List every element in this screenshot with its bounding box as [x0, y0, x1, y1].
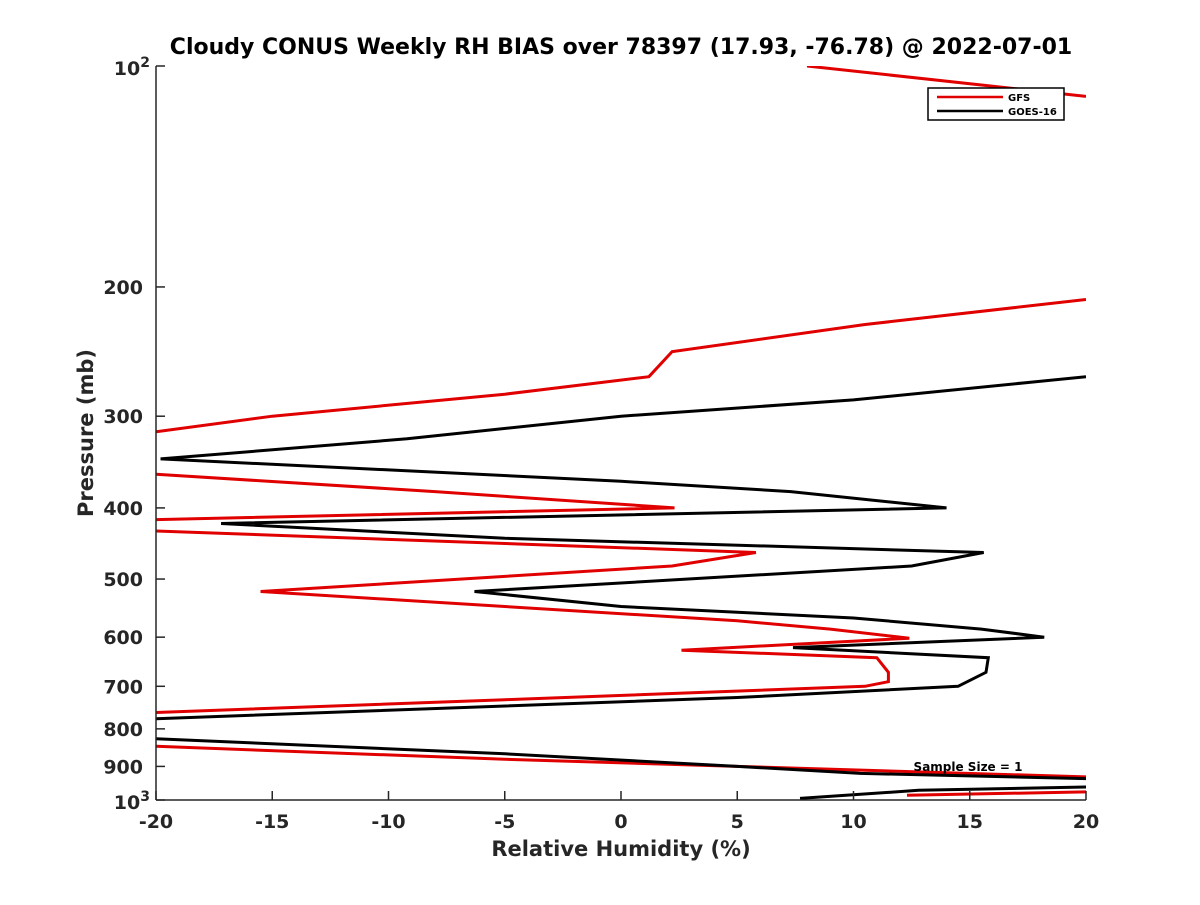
y-tick-label: 600 [103, 627, 143, 649]
y-ticks: 102 200 300 400 500 600 700 800 900 103 [103, 55, 165, 814]
legend-label-gfs: GFS [1008, 93, 1030, 104]
x-tick-label: 5 [731, 811, 744, 833]
x-tick-label: -20 [139, 811, 173, 833]
chart-title: Cloudy CONUS Weekly RH BIAS over 78397 (… [170, 35, 1072, 60]
series-line-gfs-segment-1 [156, 298, 1086, 434]
x-tick-label: 10 [840, 811, 866, 833]
x-tick-label: 0 [614, 811, 627, 833]
series-line-goes-16-segment-1 [156, 737, 1086, 781]
y-tick-label: 400 [103, 498, 143, 520]
legend-label-goes-16: GOES-16 [1008, 107, 1057, 118]
y-tick-label: 102 [114, 55, 150, 80]
y-tick-label: 103 [114, 789, 150, 814]
x-ticks: -20 -15 -10 -5 0 5 10 15 20 [139, 791, 1099, 833]
y-axis-label: Pressure (mb) [74, 349, 98, 517]
x-tick-label: 20 [1073, 811, 1099, 833]
series-line-gfs-segment-2 [156, 472, 675, 522]
series-line-goes-16-segment-0 [156, 375, 1086, 721]
x-tick-label: -10 [371, 811, 405, 833]
legend: GFS GOES-16 [927, 87, 1065, 121]
series-line-gfs-segment-4 [156, 744, 1086, 779]
series-line-gfs-segment-5 [906, 790, 1086, 797]
x-axis-label: Relative Humidity (%) [491, 837, 750, 861]
series-layer [156, 66, 1086, 800]
sample-size-annotation: Sample Size = 1 [914, 760, 1023, 774]
series-line-goes-16-segment-2 [799, 785, 1086, 800]
y-tick-label: 200 [103, 277, 143, 299]
y-tick-label: 300 [103, 406, 143, 428]
series-line-gfs-segment-3 [156, 529, 910, 714]
y-tick-label: 700 [103, 676, 143, 698]
x-tick-label: -5 [494, 811, 515, 833]
y-tick-label: 900 [103, 756, 143, 778]
y-tick-label: 500 [103, 569, 143, 591]
legend-box [927, 87, 1065, 121]
x-tick-label: 15 [957, 811, 983, 833]
x-tick-label: -15 [255, 811, 289, 833]
y-tick-label: 800 [103, 719, 143, 741]
